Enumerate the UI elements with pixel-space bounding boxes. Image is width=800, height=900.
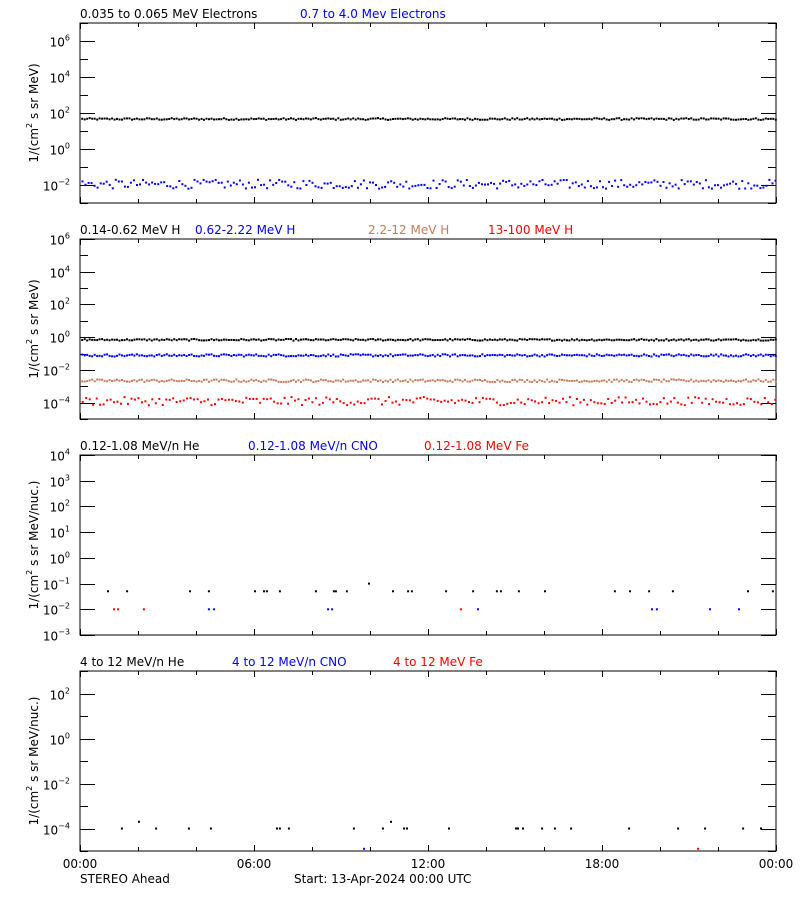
y-axis-label: 1/(cm2 s sr MeV/nuc.) [25,481,41,610]
legend-entry: 0.7 to 4.0 Mev Electrons [300,7,446,21]
panel-3: 0.12-1.08 MeV/n He 0.12-1.08 MeV/n CNO 0.1… [25,439,777,644]
y-axis-label: 1/(cm2 s sr MeV) [25,63,41,162]
y-tick-label: 102 [50,499,70,515]
plot-frame [79,454,777,636]
legend-entry: 0.12-1.08 MeV/n CNO [248,439,378,453]
legend-entry: 4 to 12 MeV/n CNO [232,655,347,669]
series [697,847,700,850]
y-tick-label: 10−2 [43,178,70,194]
x-tick-label: 00:00 [63,857,98,871]
y-tick-label: 102 [50,106,70,122]
legend-entry: 2.2-12 MeV H [368,223,449,237]
legend-entry: 4 to 12 MeV Fe [393,655,483,669]
y-axis-label: 1/(cm2 s sr MeV/nuc.) [25,697,41,826]
series [81,117,777,121]
plot-frame [79,22,777,204]
start-time-label: Start: 13-Apr-2024 00:00 UTC [294,872,472,886]
series [207,608,740,611]
y-tick-label: 10−2 [43,602,70,618]
series [81,378,777,383]
x-tick-label: 06:00 [237,857,272,871]
legend-entry: 0.62-2.22 MeV H [195,223,295,237]
y-tick-label: 104 [50,448,70,464]
legend-entry: 0.035 to 0.065 MeV Electrons [80,7,257,21]
legend-entry: 0.14-0.62 MeV H [80,223,180,237]
y-tick-label: 104 [50,265,70,281]
legend-entry: 13-100 MeV H [488,223,573,237]
x-tick-label: 12:00 [411,857,446,871]
y-tick-label: 102 [50,687,70,703]
y-tick-label: 10−4 [43,396,70,412]
panel-1: 0.035 to 0.065 MeV Electrons 0.7 to 4.0 M… [25,7,777,204]
y-tick-label: 103 [50,474,70,490]
y-tick-label: 10−1 [43,577,70,593]
plot-frame [79,238,777,420]
y-tick-label: 101 [50,525,70,541]
series [81,338,777,342]
panel-2: 0.14-0.62 MeV H 0.62-2.22 MeV H 2.2-12 MeV… [25,223,777,420]
y-axis-label: 1/(cm2 s sr MeV) [25,279,41,378]
legend-entry: 0.12-1.08 MeV Fe [424,439,529,453]
legend-entry: 4 to 12 MeV/n He [80,655,184,669]
panel-4: 4 to 12 MeV/n He 4 to 12 MeV/n CNO 4 to 12… [25,655,793,871]
y-tick-label: 10−4 [43,822,70,838]
x-tick-label: 00:00 [759,857,794,871]
y-tick-label: 100 [50,732,70,748]
y-tick-label: 106 [50,232,70,248]
legend-entry: 0.12-1.08 MeV/n He [80,439,199,453]
y-tick-label: 106 [50,34,70,50]
plot-frame [79,670,777,852]
x-tick-label: 18:00 [585,857,620,871]
series [107,582,774,593]
y-tick-label: 10−2 [43,777,70,793]
series [81,178,777,190]
y-tick-label: 102 [50,297,70,313]
series [81,396,777,407]
y-tick-label: 104 [50,70,70,86]
y-tick-label: 100 [50,330,70,346]
series [113,608,462,611]
spacecraft-label: STEREO Ahead [80,872,170,886]
series [81,353,777,358]
y-tick-label: 100 [50,142,70,158]
y-tick-label: 10−3 [43,628,70,644]
series [363,847,365,850]
y-tick-label: 100 [50,551,70,567]
series [120,820,762,830]
y-tick-label: 10−2 [43,363,70,379]
